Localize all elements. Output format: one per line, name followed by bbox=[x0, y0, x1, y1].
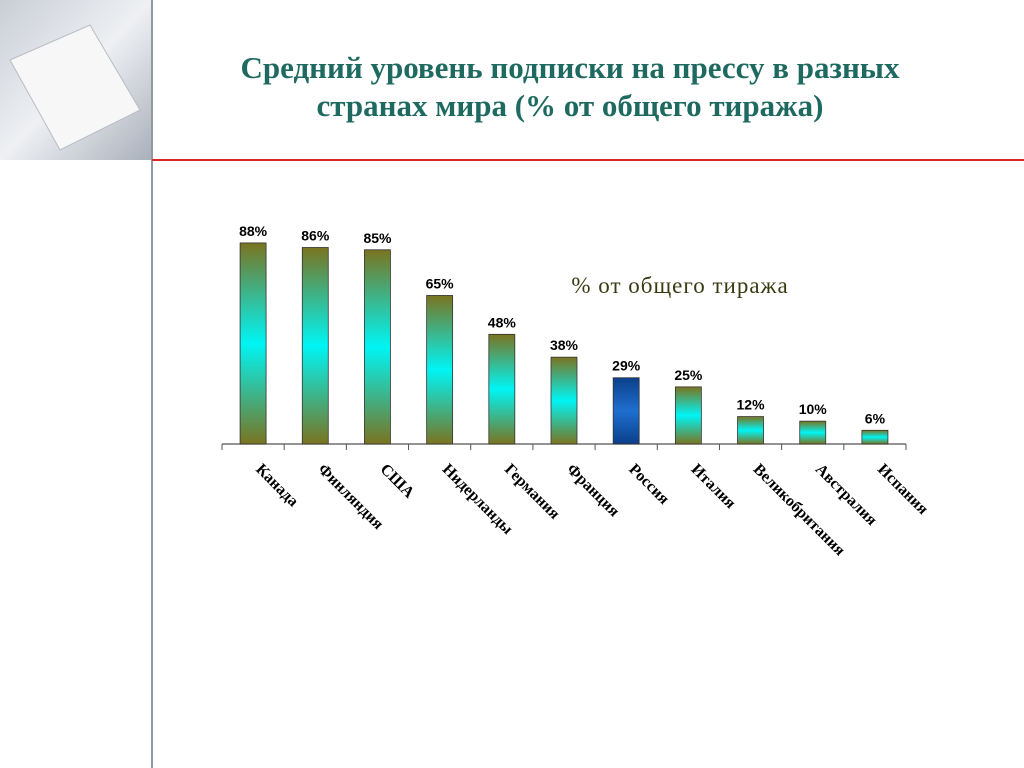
category-label: Германия bbox=[501, 461, 563, 523]
bar bbox=[861, 429, 889, 445]
value-label: 86% bbox=[301, 227, 330, 243]
category-label: Франция bbox=[563, 461, 623, 521]
value-label: 25% bbox=[674, 367, 703, 383]
category-label: Финляндия bbox=[314, 461, 386, 533]
value-label: 10% bbox=[799, 401, 828, 417]
title-line-1: Средний уровень подписки на прессу в раз… bbox=[240, 50, 900, 85]
bar bbox=[799, 420, 827, 445]
bar bbox=[612, 377, 640, 445]
category-label: Италия bbox=[688, 461, 740, 513]
value-label: 38% bbox=[550, 337, 579, 353]
bar bbox=[488, 333, 516, 445]
value-label: 29% bbox=[612, 358, 641, 374]
bar bbox=[550, 356, 578, 445]
bar bbox=[737, 416, 764, 445]
value-label: 48% bbox=[488, 314, 517, 330]
newspaper-icon bbox=[9, 24, 141, 151]
category-label: Австралия bbox=[812, 461, 880, 529]
category-label: Россия bbox=[625, 461, 672, 508]
category-label: Канада bbox=[252, 461, 301, 510]
title-line-2: странах мира (% от общего тиража) bbox=[317, 88, 824, 123]
bar bbox=[674, 386, 702, 445]
value-label: 6% bbox=[865, 410, 886, 426]
bar bbox=[239, 242, 267, 445]
value-label: 88% bbox=[239, 223, 268, 239]
legend-label: % от общего тиража bbox=[571, 273, 788, 298]
value-label: 65% bbox=[426, 275, 455, 291]
category-label: США bbox=[377, 461, 418, 502]
category-label: Испания bbox=[874, 461, 931, 518]
value-label: 85% bbox=[363, 230, 392, 246]
bar bbox=[364, 249, 391, 445]
value-label: 12% bbox=[737, 397, 766, 413]
bar bbox=[301, 247, 329, 445]
bar bbox=[426, 295, 454, 445]
